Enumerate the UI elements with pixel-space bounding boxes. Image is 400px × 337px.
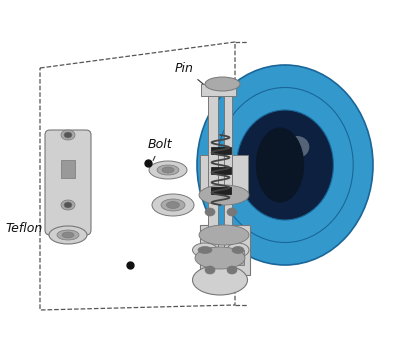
Ellipse shape bbox=[166, 202, 180, 209]
Ellipse shape bbox=[157, 165, 179, 175]
Ellipse shape bbox=[205, 208, 215, 216]
Ellipse shape bbox=[256, 127, 304, 203]
Bar bbox=[224, 88, 232, 260]
Ellipse shape bbox=[192, 265, 248, 295]
Ellipse shape bbox=[152, 194, 194, 216]
Text: Spring: Spring bbox=[234, 186, 320, 231]
Ellipse shape bbox=[227, 266, 237, 274]
Ellipse shape bbox=[285, 136, 309, 158]
Ellipse shape bbox=[222, 87, 234, 93]
Ellipse shape bbox=[232, 246, 244, 253]
Ellipse shape bbox=[61, 200, 75, 210]
Ellipse shape bbox=[320, 143, 360, 187]
Ellipse shape bbox=[217, 88, 353, 243]
Ellipse shape bbox=[197, 65, 373, 265]
FancyBboxPatch shape bbox=[45, 130, 91, 235]
Ellipse shape bbox=[162, 167, 174, 173]
Ellipse shape bbox=[62, 232, 74, 238]
Ellipse shape bbox=[64, 132, 72, 138]
Ellipse shape bbox=[205, 77, 240, 91]
Ellipse shape bbox=[205, 266, 215, 274]
Ellipse shape bbox=[57, 230, 79, 240]
Ellipse shape bbox=[227, 208, 237, 216]
Ellipse shape bbox=[149, 161, 187, 179]
Ellipse shape bbox=[227, 243, 249, 257]
Text: Bolt: Bolt bbox=[148, 138, 173, 160]
Bar bbox=[206, 250, 244, 265]
Ellipse shape bbox=[49, 226, 87, 244]
Ellipse shape bbox=[237, 110, 333, 220]
Text: Body: Body bbox=[308, 182, 362, 209]
Bar bbox=[200, 225, 250, 275]
Ellipse shape bbox=[192, 243, 218, 257]
Text: Pin: Pin bbox=[175, 62, 206, 86]
Ellipse shape bbox=[195, 247, 245, 269]
Ellipse shape bbox=[161, 199, 185, 211]
Text: Teflon: Teflon bbox=[5, 222, 49, 235]
Ellipse shape bbox=[199, 225, 249, 245]
Bar bbox=[61, 160, 75, 178]
Ellipse shape bbox=[61, 130, 75, 140]
Bar bbox=[208, 88, 218, 260]
Bar bbox=[210, 147, 230, 154]
Ellipse shape bbox=[199, 185, 249, 205]
Ellipse shape bbox=[198, 246, 212, 253]
Bar bbox=[210, 167, 230, 174]
Polygon shape bbox=[285, 65, 340, 265]
Bar bbox=[201, 84, 236, 96]
Bar bbox=[200, 155, 248, 195]
Bar bbox=[210, 187, 230, 194]
Text: Guide: Guide bbox=[231, 240, 292, 253]
Text: Disc: Disc bbox=[208, 275, 242, 288]
Ellipse shape bbox=[64, 202, 72, 208]
Ellipse shape bbox=[206, 87, 220, 93]
